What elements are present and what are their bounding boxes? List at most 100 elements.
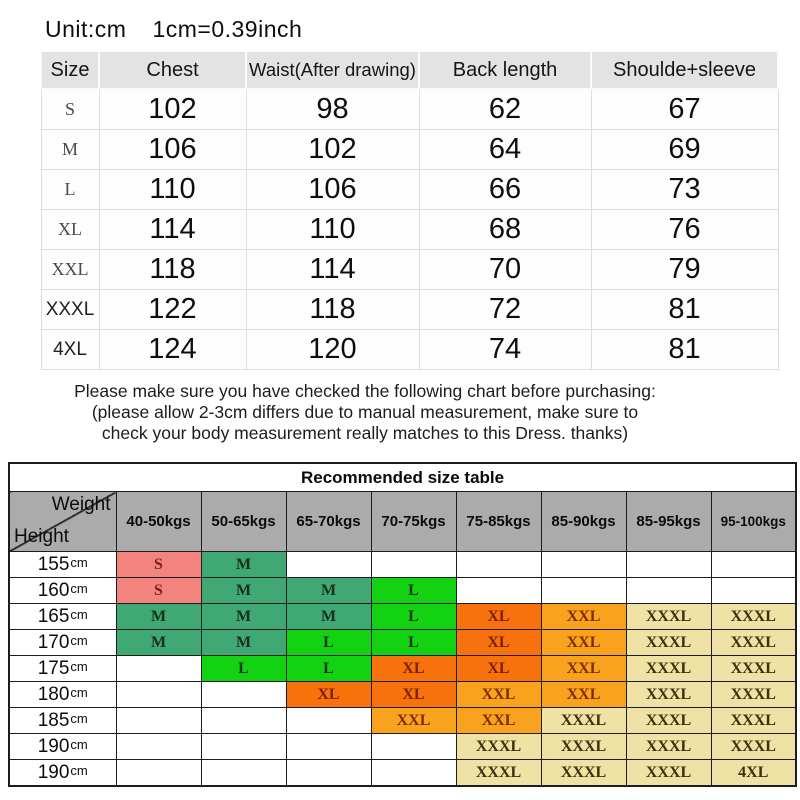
height-row-175: 175cm L L XL XL XXL XXXL XXXL [8, 655, 797, 682]
recommended-size-cell: L [370, 603, 457, 630]
weight-col-header: 85-95kgs [625, 491, 712, 552]
recommended-size-cell: 4XL [710, 759, 797, 787]
recommended-size-cell: L [285, 655, 372, 682]
purchase-notice: Please make sure you have checked the fo… [0, 381, 730, 444]
recommended-size-cell: XXXL [540, 759, 627, 787]
weight-col-header: 70-75kgs [370, 491, 457, 552]
empty-cell [115, 655, 202, 682]
recommended-table-title: Recommended size table [8, 462, 797, 492]
recommended-size-cell: XXXL [710, 655, 797, 682]
weight-height-corner-cell: Weight Height [8, 491, 117, 552]
measurement-value: 66 [418, 169, 592, 210]
weight-col-header: 40-50kgs [115, 491, 202, 552]
height-value: 190 [37, 761, 70, 783]
size-row-4xl: 4XL 124 120 74 81 [40, 329, 779, 370]
height-label: 155cm [8, 551, 117, 578]
recommended-size-cell: M [115, 603, 202, 630]
recommended-title-row: Recommended size table [8, 462, 797, 492]
recommended-size-cell: M [115, 629, 202, 656]
corner-height-label: Height [14, 526, 69, 547]
recommended-size-cell: XXXL [625, 733, 712, 760]
size-col-header: Size [40, 50, 100, 90]
recommended-size-cell: XXL [455, 681, 542, 708]
measurement-value: 70 [418, 249, 592, 290]
empty-cell [285, 551, 372, 578]
recommended-size-cell: L [285, 629, 372, 656]
recommended-size-cell: M [200, 603, 287, 630]
size-label: L [40, 169, 100, 210]
size-chart-header-row: Size Chest Waist(After drawing) Back length… [40, 50, 779, 90]
measurement-value: 102 [98, 88, 247, 130]
measurement-value: 114 [245, 249, 420, 290]
weight-col-header: 65-70kgs [285, 491, 372, 552]
empty-cell [200, 733, 287, 760]
measurement-value: 79 [590, 249, 779, 290]
empty-cell [115, 733, 202, 760]
size-label: XXXL [40, 289, 100, 330]
weight-col-header: 50-65kgs [200, 491, 287, 552]
measurement-value: 76 [590, 209, 779, 250]
height-label: 185cm [8, 707, 117, 734]
recommended-size-cell: XXXL [710, 629, 797, 656]
recommended-size-cell: XL [455, 629, 542, 656]
empty-cell [370, 733, 457, 760]
measurement-value: 118 [98, 249, 247, 290]
recommended-size-cell: M [200, 577, 287, 604]
recommended-size-cell: M [285, 577, 372, 604]
recommended-size-cell: XXXL [710, 733, 797, 760]
recommended-size-cell: XXXL [625, 655, 712, 682]
height-label: 180cm [8, 681, 117, 708]
size-chart-header: Size Chest Waist(After drawing) Back length… [40, 50, 779, 90]
empty-cell [285, 759, 372, 787]
height-row-185: 185cm XXL XXL XXXL XXXL XXXL [8, 707, 797, 734]
measurement-value: 118 [245, 289, 420, 330]
size-col-header: Chest [98, 50, 247, 90]
recommended-size-cell: XXXL [625, 629, 712, 656]
height-row-190: 190cm XXXL XXXL XXXL 4XL [8, 759, 797, 787]
recommended-size-cell: XL [455, 655, 542, 682]
height-unit: cm [70, 762, 88, 778]
weight-col-header: 85-90kgs [540, 491, 627, 552]
empty-cell [370, 759, 457, 787]
height-unit: cm [70, 736, 88, 752]
recommended-size-cell: XXXL [710, 681, 797, 708]
size-label: XXL [40, 249, 100, 290]
height-value: 175 [37, 657, 70, 679]
recommended-size-cell: S [115, 577, 202, 604]
recommended-size-cell: XXL [370, 707, 457, 734]
recommended-size-cell: M [285, 603, 372, 630]
height-label: 175cm [8, 655, 117, 682]
height-label: 165cm [8, 603, 117, 630]
height-value: 155 [37, 553, 70, 575]
size-label: M [40, 129, 100, 170]
height-unit: cm [70, 606, 88, 622]
height-label: 170cm [8, 629, 117, 656]
recommended-size-cell: XXL [540, 629, 627, 656]
height-value: 170 [37, 631, 70, 653]
empty-cell [115, 681, 202, 708]
size-col-header: Back length [418, 50, 592, 90]
recommended-size-cell: XL [285, 681, 372, 708]
height-value: 165 [37, 605, 70, 627]
recommended-size-cell: XXXL [710, 707, 797, 734]
size-col-header: Shoulde+sleeve [590, 50, 779, 90]
empty-cell [455, 551, 542, 578]
empty-cell [115, 707, 202, 734]
recommended-size-cell: XL [370, 681, 457, 708]
height-unit: cm [70, 658, 88, 674]
measurement-value: 62 [418, 88, 592, 130]
height-row-165: 165cm M M M L XL XXL XXXL XXXL [8, 603, 797, 630]
measurement-value: 106 [98, 129, 247, 170]
notice-line-2: (please allow 2-3cm differs due to manua… [91, 402, 639, 422]
recommended-size-table: Recommended size table Weight Height 40-… [8, 462, 798, 787]
measurement-value: 114 [98, 209, 247, 250]
empty-cell [710, 551, 797, 578]
empty-cell [540, 577, 627, 604]
measurement-value: 74 [418, 329, 592, 370]
size-row-xl: XL 114 110 68 76 [40, 209, 779, 250]
recommended-size-cell: XXXL [455, 733, 542, 760]
recommended-size-body: Recommended size table Weight Height 40-… [8, 462, 797, 787]
recommended-size-cell: M [200, 551, 287, 578]
recommended-size-cell: XL [370, 655, 457, 682]
